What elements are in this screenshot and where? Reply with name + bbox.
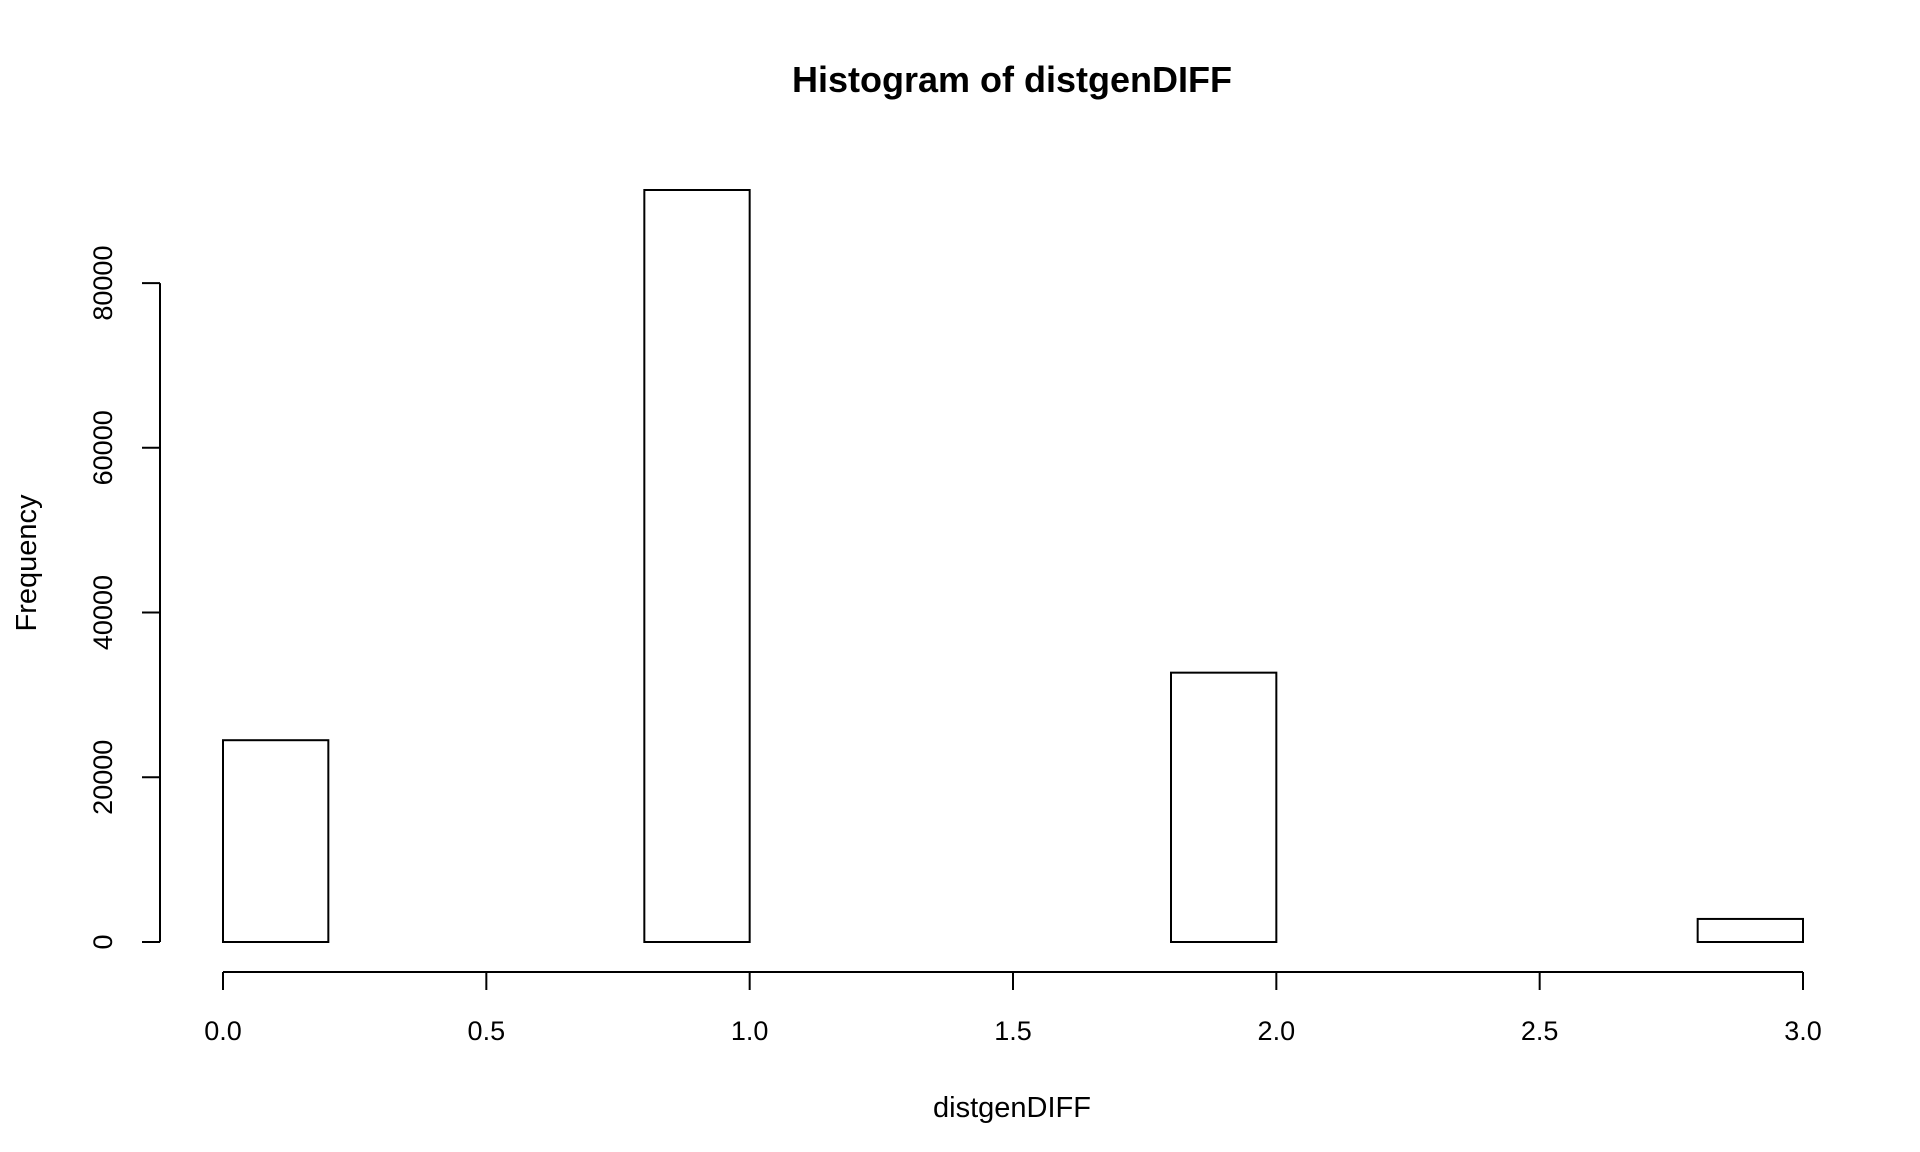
histogram-bar-0 <box>222 739 330 944</box>
x-tick-label-3: 1.5 <box>994 1016 1032 1046</box>
histogram-bar-9 <box>1170 671 1278 943</box>
x-tick-label-6: 3.0 <box>1784 1016 1822 1046</box>
chart-title: Histogram of distgenDIFF <box>792 59 1232 100</box>
x-tick-label-5: 2.5 <box>1521 1016 1559 1046</box>
y-tick-label-3: 60000 <box>88 410 118 485</box>
x-tick-label-2: 1.0 <box>731 1016 769 1046</box>
y-tick-label-2: 40000 <box>88 575 118 650</box>
y-tick-label-1: 20000 <box>88 740 118 815</box>
y-axis-label: Frequency <box>11 494 43 632</box>
histogram-bars <box>222 189 1804 944</box>
histogram-bar-4 <box>643 189 751 943</box>
y-tick-label-0: 0 <box>88 934 118 949</box>
y-axis: 0 20000 40000 60000 80000 <box>88 246 161 950</box>
x-tick-label-1: 0.5 <box>468 1016 506 1046</box>
histogram-bar-14 <box>1696 917 1804 943</box>
x-tick-label-0: 0.0 <box>204 1016 242 1046</box>
x-tick-label-4: 2.0 <box>1258 1016 1296 1046</box>
x-axis-label: distgenDIFF <box>933 1092 1091 1124</box>
x-axis: 0.0 0.5 1.0 1.5 2.0 2.5 3.0 <box>204 971 1822 1046</box>
y-tick-label-4: 80000 <box>88 246 118 321</box>
